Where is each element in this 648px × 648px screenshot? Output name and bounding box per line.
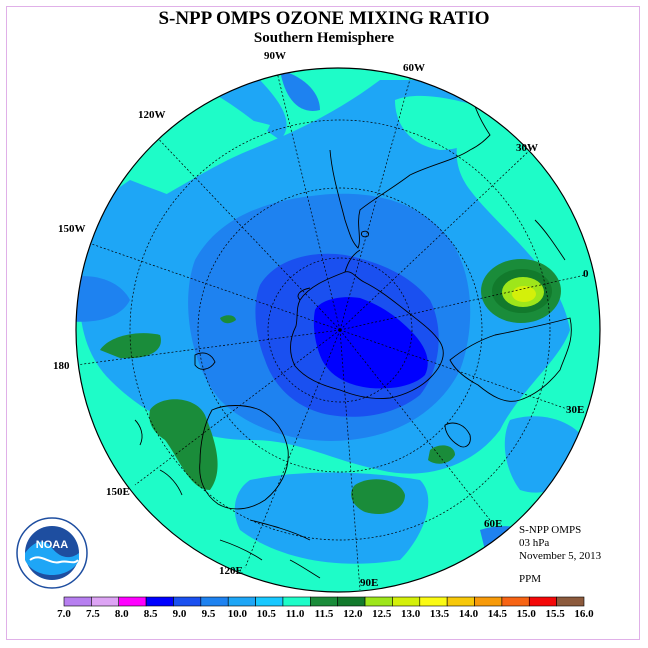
- lon-label-90e: 90E: [360, 577, 379, 589]
- colorbar-label: 10.0: [227, 608, 247, 620]
- field-8-5: [313, 297, 428, 389]
- colorbar-swatch: [227, 596, 256, 607]
- figure-subtitle: Southern Hemisphere: [253, 30, 395, 46]
- colorbar-label: 8.0: [114, 608, 129, 620]
- colorbar-swatch: [282, 596, 311, 607]
- colorbar-swatch: [200, 596, 229, 607]
- lon-label-90w: 90W: [264, 50, 286, 62]
- lon-label-120w: 120W: [138, 109, 166, 121]
- field-cyan-north: [395, 95, 492, 150]
- colorbar-label: 11.5: [314, 608, 334, 620]
- field-11-5-b: [149, 399, 218, 490]
- colorbar-swatch: [474, 596, 503, 607]
- colorbar-label: 10.5: [256, 608, 276, 620]
- colorbar-label: 13.0: [401, 608, 421, 620]
- colorbar-label: 7.0: [57, 608, 71, 620]
- map-boundary: [75, 67, 601, 593]
- colorbar-label: 7.5: [86, 608, 100, 620]
- colorbar-swatch: [91, 596, 120, 607]
- colorbar-label: 12.5: [372, 608, 392, 620]
- colorbar-swatch: [392, 596, 421, 607]
- lon-label-30e: 30E: [566, 404, 585, 416]
- info-instrument: S-NPP OMPS: [519, 524, 582, 536]
- info-units: PPM: [519, 573, 542, 585]
- colorbar-swatch: [528, 596, 557, 607]
- lon-label-60w: 60W: [403, 62, 425, 74]
- lon-label-120e: 120E: [219, 565, 243, 577]
- field-11-5-e: [220, 315, 236, 324]
- colorbar-label: 11.0: [285, 608, 305, 620]
- field-11-5-a: [100, 333, 161, 359]
- colorbar-label: 9.0: [172, 608, 187, 620]
- colorbar-swatch: [364, 596, 393, 607]
- lon-label-150e: 150E: [106, 486, 130, 498]
- meridians: [76, 68, 586, 591]
- colorbar-swatch: [63, 596, 92, 607]
- figure-title: S-NPP OMPS OZONE MIXING RATIO: [158, 8, 490, 29]
- colorbar-swatch: [446, 596, 475, 607]
- colorbar-swatch: [556, 596, 585, 607]
- field-11-5-c: [351, 479, 405, 515]
- colorbar-swatch: [118, 596, 147, 607]
- colorbar-swatch: [501, 596, 530, 607]
- colorbar-swatch: [255, 596, 284, 607]
- lon-label-150w: 150W: [58, 223, 86, 235]
- info-date: November 5, 2013: [519, 550, 602, 562]
- coastlines: [134, 79, 572, 579]
- lon-label-60e: 60E: [484, 518, 503, 530]
- noaa-logo-text: NOAA: [36, 539, 68, 551]
- info-level: 03 hPa: [519, 537, 550, 549]
- field-13-0-max: [512, 286, 536, 302]
- colorbar-label: 9.5: [201, 608, 216, 620]
- colorbar-label: 12.0: [343, 608, 363, 620]
- colorbar-label: 15.0: [516, 608, 536, 620]
- colorbar-label: 16.0: [574, 608, 594, 620]
- field-9-5-north: [280, 70, 320, 111]
- lon-label-0: 0: [583, 268, 589, 280]
- colorbar-label: 13.5: [429, 608, 450, 620]
- lon-label-180: 180: [53, 360, 70, 372]
- colorbar-swatch: [173, 596, 202, 607]
- noaa-logo: NOAA: [16, 517, 88, 589]
- latitude-circles: [129, 119, 551, 541]
- colorbar-swatch: [145, 596, 174, 607]
- colorbar-label: 14.5: [487, 608, 507, 620]
- colorbar-label: 15.5: [545, 608, 565, 620]
- colorbar-label: 8.5: [143, 608, 158, 620]
- lon-label-30w: 30W: [516, 142, 538, 154]
- colorbar-swatch: [310, 596, 338, 607]
- colorbar-swatch: [419, 596, 448, 607]
- figure-frame: [6, 6, 640, 640]
- colorbar-label: 14.0: [458, 608, 479, 620]
- colorbar: [63, 596, 585, 607]
- colorbar-swatch: [337, 596, 366, 607]
